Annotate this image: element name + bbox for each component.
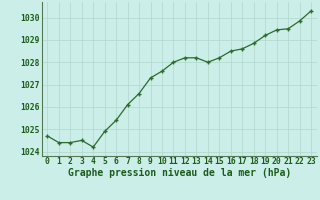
X-axis label: Graphe pression niveau de la mer (hPa): Graphe pression niveau de la mer (hPa) xyxy=(68,168,291,178)
